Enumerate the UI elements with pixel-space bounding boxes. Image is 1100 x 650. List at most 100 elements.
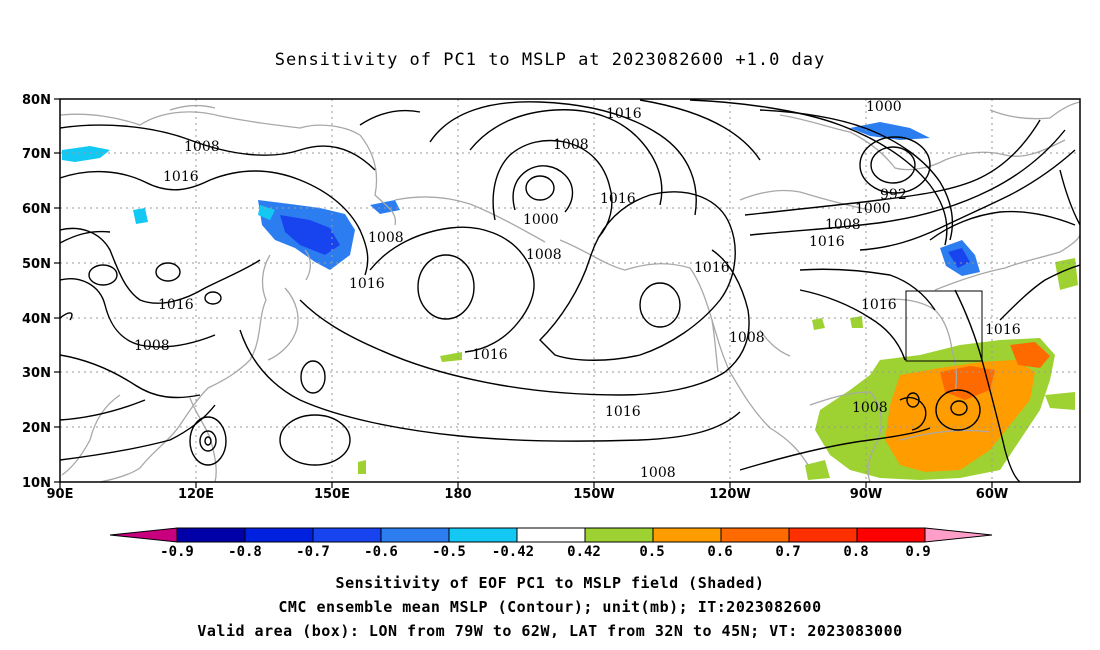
shade-blob (62, 146, 110, 162)
lon-label: 150W (573, 487, 614, 502)
contour-label: 1008 (184, 139, 220, 155)
lat-label: 60N (22, 202, 51, 217)
colorbar-label: 0.6 (707, 544, 732, 560)
map-layers: 1016 1000 1008 1016 1008 1016 1008 1000 … (60, 99, 1080, 482)
colorbar-segment (448, 527, 518, 543)
shade-blob (280, 215, 340, 255)
contour-label: 1000 (855, 201, 891, 217)
shade-blob (805, 460, 830, 480)
longitude-labels: 90E 120E 150E 180 150W 120W 90W 60W (47, 487, 1009, 502)
shade-blob (885, 360, 1035, 472)
mslp-contours (60, 99, 1080, 482)
colorbar-segment (176, 527, 246, 543)
coastlines (60, 101, 1080, 482)
map-frame (59, 98, 1081, 483)
colorbar-label: -0.7 (296, 544, 330, 560)
contour-label: 1016 (861, 297, 897, 313)
shade-blob (812, 318, 825, 330)
valid-area-box (905, 290, 983, 362)
colorbar-segment (516, 527, 586, 543)
lon-label: 90E (47, 487, 74, 502)
colorbar-label: -0.6 (364, 544, 398, 560)
colorbar-segment (788, 527, 858, 543)
contour-label: 1016 (472, 347, 508, 363)
shade-blob (948, 248, 970, 268)
colorbar-segment (584, 527, 654, 543)
plot-title: Sensitivity of PC1 to MSLP at 2023082600… (274, 50, 826, 70)
colorbar (109, 527, 993, 543)
contour-label: 1008 (553, 137, 589, 153)
colorbar-label: 0.7 (775, 544, 800, 560)
contour-label: 992 (880, 187, 907, 203)
contour-label: 1008 (368, 230, 404, 246)
shade-blob (1045, 392, 1075, 410)
shade-blob (1010, 342, 1050, 368)
contour-label: 1016 (158, 297, 194, 313)
caption-line-3: Valid area (box): LON from 79W to 62W, L… (197, 622, 903, 640)
shade-blob (440, 352, 462, 362)
colorbar-segment (856, 527, 926, 543)
contour-label: 1008 (134, 338, 170, 354)
lon-label: 60W (976, 487, 1008, 502)
contour-label: 1016 (163, 169, 199, 185)
colorbar-label: -0.9 (160, 544, 194, 560)
colorbar-label: -0.42 (492, 544, 534, 560)
caption-line-2: CMC ensemble mean MSLP (Contour); unit(m… (278, 598, 822, 616)
lon-label: 90W (850, 487, 882, 502)
caption-line-1: Sensitivity of EOF PC1 to MSLP field (Sh… (335, 574, 765, 592)
lon-label: 120E (178, 487, 214, 502)
lat-label: 70N (22, 147, 51, 162)
colorbar-segment (380, 527, 450, 543)
latitude-labels: 80N 70N 60N 50N 40N 30N 20N 10N (22, 93, 51, 491)
negative-sensitivity-shading (62, 122, 980, 276)
lat-label: 30N (22, 366, 51, 381)
colorbar-label: -0.8 (228, 544, 262, 560)
shade-blob (1055, 258, 1078, 290)
lat-label: 50N (22, 257, 51, 272)
contour-label: 1000 (866, 99, 902, 115)
shade-blob (940, 366, 995, 400)
colorbar-min-triangle (109, 527, 178, 543)
colorbar-label: 0.8 (843, 544, 868, 560)
lon-label: 180 (444, 487, 471, 502)
lat-label: 80N (22, 93, 51, 108)
contour-label: 1016 (605, 404, 641, 420)
contour-label: 1016 (694, 260, 730, 276)
lat-label: 10N (22, 476, 51, 491)
colorbar-label: 0.5 (639, 544, 664, 560)
colorbar-label: -0.5 (432, 544, 466, 560)
contour-label: 1016 (600, 191, 636, 207)
colorbar-segment (312, 527, 382, 543)
contour-label: 1008 (729, 330, 765, 346)
colorbar-segment (244, 527, 314, 543)
lon-label: 120W (709, 487, 750, 502)
contour-labels: 1016 1000 1008 1016 1008 1016 1008 1000 … (134, 99, 1021, 481)
contour-label: 1008 (526, 247, 562, 263)
contour-label: 1016 (349, 276, 385, 292)
shade-blob (133, 208, 148, 224)
graticule (60, 99, 1080, 482)
contour-label: 1000 (523, 212, 559, 228)
contour-label: 1016 (606, 106, 642, 122)
shade-blob (370, 200, 400, 214)
colorbar-segment (652, 527, 722, 543)
shade-blob (258, 205, 275, 220)
colorbar-segment (720, 527, 790, 543)
colorbar-label: 0.42 (567, 544, 601, 560)
colorbar-max-triangle (924, 527, 993, 543)
shade-blob (358, 460, 366, 474)
colorbar-labels: -0.9 -0.8 -0.7 -0.6 -0.5 -0.42 0.42 0.5 … (160, 544, 931, 560)
shade-blob (850, 122, 930, 140)
contour-label: 1008 (825, 217, 861, 233)
contour-label: 1016 (809, 234, 845, 250)
contour-label: 1008 (640, 465, 676, 481)
lat-label: 40N (22, 312, 51, 327)
shade-blob (850, 316, 863, 328)
axis-ticks (54, 98, 993, 488)
lat-label: 20N (22, 421, 51, 436)
contour-label: 1008 (852, 400, 888, 416)
colorbar-label: 0.9 (905, 544, 930, 560)
contour-label: 1016 (985, 322, 1021, 338)
lon-label: 150E (314, 487, 350, 502)
